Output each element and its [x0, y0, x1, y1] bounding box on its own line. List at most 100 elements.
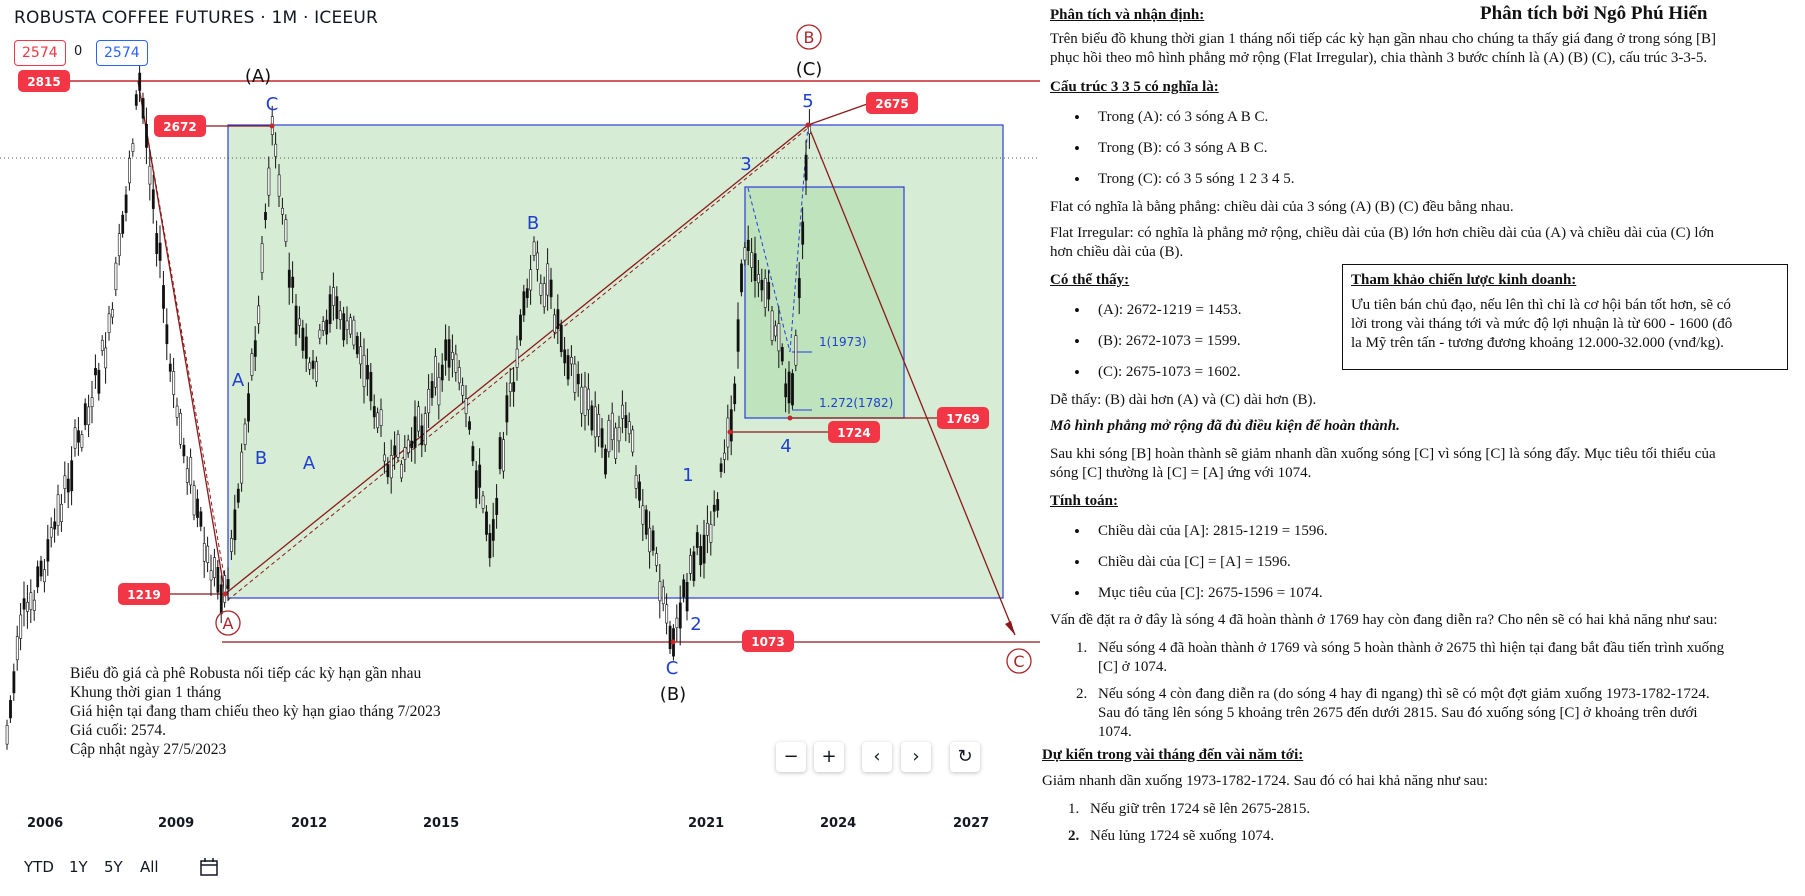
- scroll-right-button[interactable]: ›: [901, 742, 931, 772]
- wave-line-c-projection: [807, 124, 1016, 636]
- numbered-line: Nếu giữ trên 1724 sẽ lên 2675-2815.: [1090, 801, 1311, 817]
- pivot-1073: [670, 639, 676, 645]
- heading-calc: Tính toán:: [1050, 493, 1118, 509]
- heading-structure: Cấu trúc 3 3 5 có nghĩa là:: [1050, 79, 1219, 95]
- range-all-button[interactable]: All: [140, 858, 159, 876]
- paragraph-emphasis: Mô hình phẳng mở rộng đã đủ điều kiện để…: [1050, 418, 1400, 434]
- strategy-line: la Mỹ trên tấn - tương đương khoảng 12.0…: [1351, 335, 1724, 351]
- spread-value: 0: [74, 40, 83, 64]
- chart-note: Biểu đồ giá cà phê Robusta nối tiếp các …: [70, 664, 441, 759]
- calendar-icon[interactable]: [198, 856, 220, 878]
- paragraph-line: Flat Irregular: có nghĩa là phẳng mở rộn…: [1050, 225, 1714, 241]
- numbered-item: 1. Nếu giữ trên 1724 sẽ lên 2675-2815.: [1068, 801, 1311, 817]
- bullet-item: Trong (B): có 3 sóng A B C.: [1074, 139, 1268, 159]
- bullet-item: (C): 2675-1073 = 1602.: [1074, 363, 1241, 383]
- svg-text:C: C: [1013, 652, 1024, 671]
- heading-analysis: Phân tích và nhận định:: [1050, 7, 1205, 23]
- strategy-title: Tham khảo chiến lược kinh doanh:: [1351, 272, 1577, 288]
- svg-text:B: B: [804, 28, 815, 47]
- price-label-2675: 2675: [866, 92, 918, 114]
- fib-label-1272: 1.272(1782): [819, 396, 893, 410]
- strategy-line: lời trong vài tháng tới và mức độ lợi nh…: [1351, 316, 1733, 332]
- wave-label-c-bottom: C: [666, 658, 679, 679]
- fib-label-1: 1(1973): [819, 335, 867, 349]
- paragraph-line: Giảm nhanh dần xuống 1973-1782-1724. Sau…: [1042, 773, 1488, 789]
- wave-label-b-mid: B: [527, 213, 539, 234]
- bullet-item: Mục tiêu của [C]: 2675-1596 = 1074.: [1074, 584, 1323, 604]
- sell-price-button[interactable]: 2574: [14, 40, 66, 66]
- numbered-line: Sau đó tăng lên sóng 5 khoảng trên 2675 …: [1098, 705, 1698, 721]
- bullet-item: Chiều dài của [C] = [A] = 1596.: [1074, 553, 1291, 573]
- price-chart[interactable]: 2815 2672 2675 1769 1724 1219 1073 (A) C…: [0, 0, 1045, 896]
- price-label-1219: 1219: [118, 583, 170, 605]
- circled-label-c: C: [1006, 648, 1032, 674]
- pivot-1769: [787, 415, 793, 421]
- wave-label-a-mid: A: [303, 453, 316, 474]
- scroll-left-button[interactable]: ‹: [862, 742, 892, 772]
- circled-label-a: A: [215, 610, 241, 636]
- paragraph-line: hơn chiều dài của (B).: [1050, 244, 1184, 260]
- x-axis-label: 2027: [953, 816, 990, 831]
- numbered-line: Nếu lủng 1724 sẽ xuống 1074.: [1090, 828, 1275, 844]
- buy-price-button[interactable]: 2574: [96, 40, 148, 66]
- numbered-item: 2. Nếu sóng 4 còn đang diễn ra (do sóng …: [1076, 686, 1710, 740]
- wave3-dashed: [747, 187, 791, 353]
- paragraph-line: phục hồi theo mô hình phẳng mở rộng (Fla…: [1050, 50, 1708, 66]
- bullet-item: (A): 2672-1219 = 1453.: [1074, 301, 1242, 321]
- analysis-panel: Phân tích và nhận định: Phân tích bởi Ng…: [1040, 0, 1805, 896]
- range-ytd-button[interactable]: YTD: [24, 858, 54, 876]
- numbered-item: 1. Nếu sóng 4 đã hoàn thành ở 1769 và só…: [1076, 640, 1725, 675]
- wave-label-a-left: A: [232, 370, 245, 391]
- x-axis-label: 2009: [158, 816, 195, 831]
- circled-label-b: B: [796, 24, 822, 50]
- paragraph-line: Sau khi sóng [B] hoàn thành sẽ giảm nhan…: [1050, 446, 1716, 462]
- chart-pane[interactable]: 2815 2672 2675 1769 1724 1219 1073 (A) C…: [0, 0, 1045, 896]
- zoom-out-button[interactable]: −: [776, 742, 806, 772]
- author-title: Phân tích bởi Ngô Phú Hiển: [1480, 3, 1708, 24]
- paragraph-line: Trên biểu đồ khung thời gian 1 tháng nối…: [1050, 31, 1717, 47]
- svg-text:A: A: [223, 614, 234, 633]
- zoom-in-button[interactable]: +: [814, 742, 844, 772]
- range-5y-button[interactable]: 5Y: [104, 858, 123, 876]
- svg-text:1724: 1724: [837, 426, 870, 440]
- price-label-2815: 2815: [18, 70, 70, 92]
- paragraph-line: sóng [C] thường là [C] = [A] ứng với 107…: [1050, 465, 1312, 481]
- numbered-line: 1074.: [1098, 724, 1132, 740]
- wave-label-2: 2: [690, 614, 701, 635]
- strategy-line: Ưu tiên bán chủ đạo, nếu lên thì chỉ là …: [1351, 297, 1731, 313]
- paragraph-line: Flat có nghĩa là bằng phẳng: chiều dài c…: [1050, 199, 1514, 215]
- wave4-zone-box: [744, 186, 905, 419]
- note-line: Cập nhật ngày 27/5/2023: [70, 741, 227, 758]
- svg-text:1073: 1073: [751, 635, 784, 649]
- wave-label-3: 3: [740, 154, 751, 175]
- note-line: Giá hiện tại đang tham chiếu theo kỳ hạn…: [70, 703, 441, 720]
- wave-line-a-down-dashed: [137, 80, 229, 599]
- wave-label-c-top: C: [266, 94, 279, 115]
- x-axis-label: 2006: [27, 816, 64, 831]
- paragraph-line: Dễ thấy: (B) dài hơn (A) và (C) dài hơn …: [1050, 392, 1317, 408]
- numbered-line: Nếu sóng 4 còn đang diễn ra (do sóng 4 h…: [1098, 686, 1710, 702]
- numbered-line: Nếu sóng 4 đã hoàn thành ở 1769 và sóng …: [1098, 640, 1725, 656]
- svg-text:1769: 1769: [946, 412, 979, 426]
- svg-text:1219: 1219: [127, 588, 160, 602]
- svg-text:2815: 2815: [27, 75, 60, 89]
- range-1y-button[interactable]: 1Y: [69, 858, 88, 876]
- note-line: Giá cuối: 2574.: [70, 722, 166, 739]
- pivot-2672: [269, 123, 275, 129]
- x-axis-label: 2012: [291, 816, 328, 831]
- numbered-item: 2. Nếu lủng 1724 sẽ xuống 1074.: [1068, 828, 1275, 844]
- bullet-item: Chiều dài của [A]: 2815-1219 = 1596.: [1074, 522, 1328, 542]
- bullet-item: (B): 2672-1073 = 1599.: [1074, 332, 1241, 352]
- x-axis-label: 2021: [688, 816, 725, 831]
- wave-label-paren-b: (B): [660, 684, 686, 705]
- price-label-1724: 1724: [828, 421, 880, 443]
- numbered-line: [C] ở 1074.: [1098, 659, 1168, 675]
- wave-line-to-2675: [807, 102, 871, 126]
- paragraph-line: Vấn đề đặt ra ở đây là sóng 4 đã hoàn th…: [1050, 612, 1718, 628]
- heading-observe: Có thể thấy:: [1050, 272, 1130, 288]
- pivot-2675: [805, 122, 811, 128]
- reset-chart-button[interactable]: ↻: [950, 742, 980, 772]
- pivot-1219: [222, 591, 228, 597]
- bullet-item: Trong (A): có 3 sóng A B C.: [1074, 108, 1268, 128]
- x-axis-label: 2024: [820, 816, 857, 831]
